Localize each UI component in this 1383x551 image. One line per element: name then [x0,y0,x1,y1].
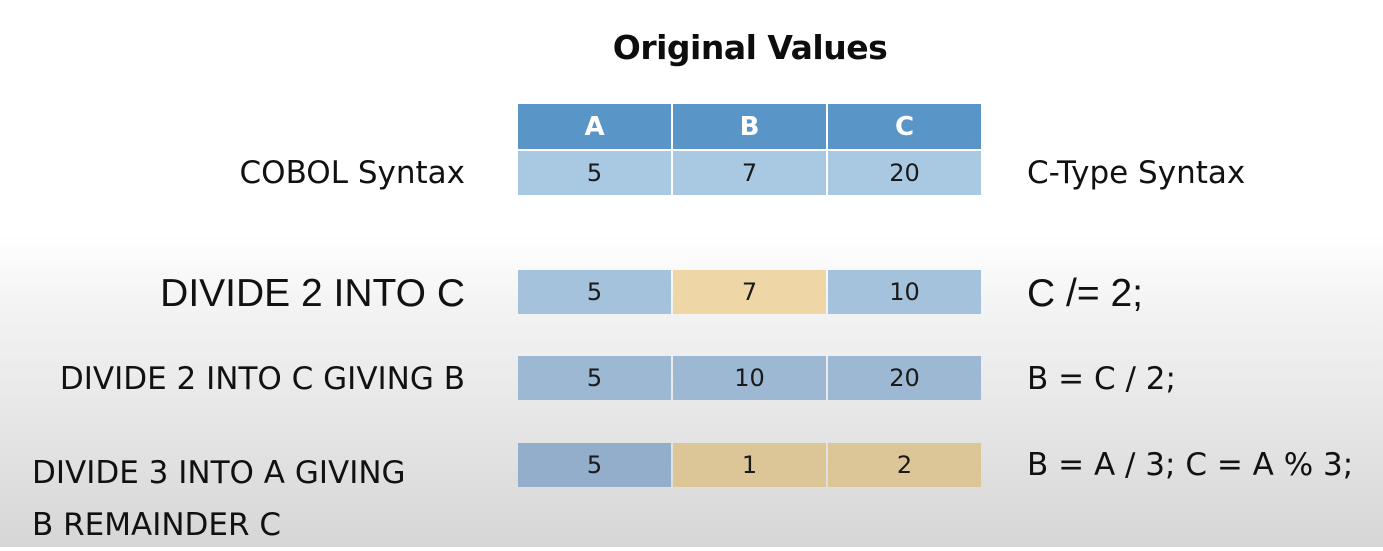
ctype-statement-2: B = C / 2; [1027,361,1176,397]
cobol-statement-3-line2: B REMAINDER C [32,507,282,543]
row1-value-c: 10 [828,270,981,314]
cobol-statement-2: DIVIDE 2 INTO C GIVING B [59,361,465,397]
column-header-b: B [673,104,826,149]
cobol-statement-3: DIVIDE 3 INTO A GIVING B REMAINDER C [32,447,406,551]
row2-value-c: 20 [828,356,981,400]
row2-value-b: 10 [673,356,826,400]
cobol-syntax-heading: COBOL Syntax [239,155,465,191]
original-value-c: 20 [828,151,981,195]
cobol-statement-1: DIVIDE 2 INTO C [160,272,465,315]
original-value-a: 5 [518,151,671,195]
c-type-syntax-heading: C-Type Syntax [1027,155,1246,191]
column-header-a: A [518,104,671,149]
row1-value-b: 7 [673,270,826,314]
table-title: Original Values [612,28,888,67]
column-header-c: C [828,104,981,149]
row3-value-a: 5 [518,443,671,487]
row3-value-c: 2 [828,443,981,487]
original-value-b: 7 [673,151,826,195]
ctype-statement-1: C /= 2; [1027,272,1143,315]
cobol-statement-3-line1: DIVIDE 3 INTO A GIVING [32,455,406,491]
ctype-statement-3: B = A / 3; C = A % 3; [1027,447,1354,483]
row1-value-a: 5 [518,270,671,314]
row3-value-b: 1 [673,443,826,487]
row2-value-a: 5 [518,356,671,400]
